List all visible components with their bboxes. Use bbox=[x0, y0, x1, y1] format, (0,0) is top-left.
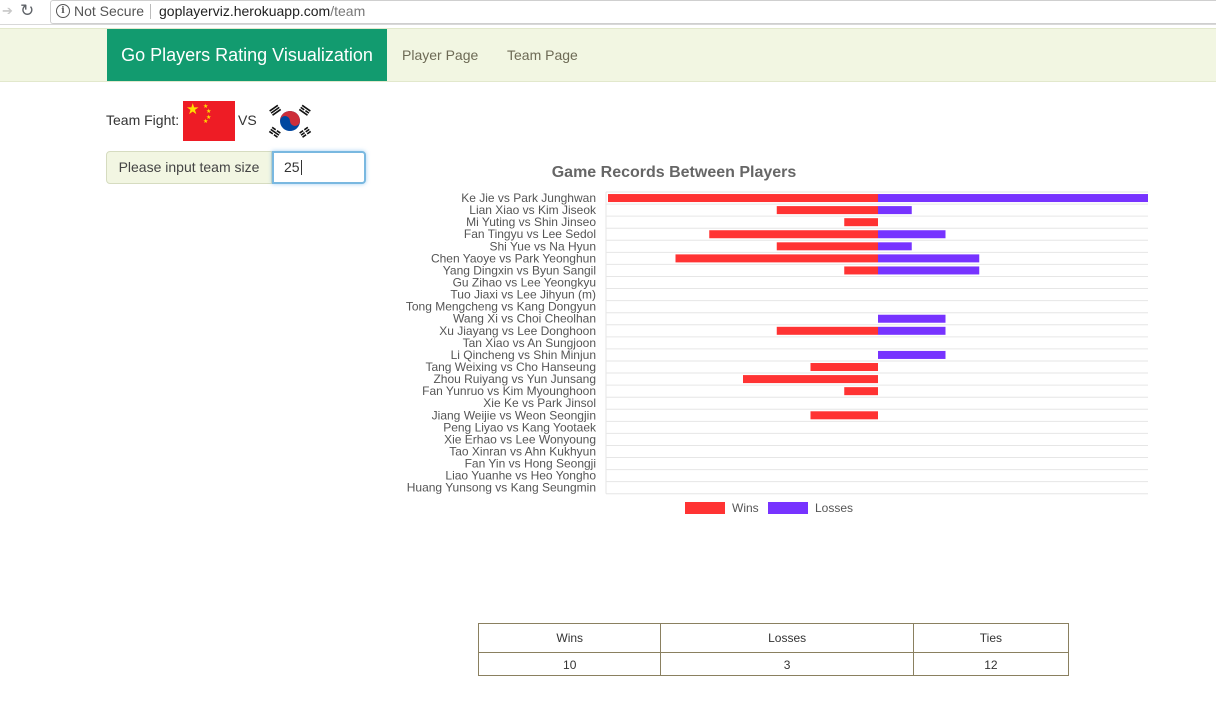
url-host: goplayerviz.herokuapp.com bbox=[159, 3, 331, 19]
summary-header-ties: Ties bbox=[912, 623, 1070, 653]
category-label: Tuo Jiaxi vs Lee Jihyun (m) bbox=[450, 288, 596, 302]
address-divider bbox=[150, 4, 151, 19]
legend-swatch bbox=[685, 502, 725, 514]
category-label: Yang Dingxin vs Byun Sangil bbox=[443, 263, 596, 277]
category-label: Fan Yunruo vs Kim Myounghoon bbox=[422, 384, 596, 398]
category-label: Ke Jie vs Park Junghwan bbox=[461, 191, 596, 205]
summary-value-wins: 10 bbox=[477, 652, 662, 676]
team-fight-label: Team Fight: bbox=[106, 112, 180, 128]
wins-bar bbox=[776, 242, 878, 251]
summary-value-row: 10 3 12 bbox=[477, 652, 1070, 676]
category-label: Gu Zihao vs Lee Yeongkyu bbox=[453, 276, 596, 290]
category-label: Jiang Weijie vs Weon Seongjin bbox=[432, 408, 596, 422]
team-size-label: Please input team size bbox=[106, 151, 272, 184]
security-label: Not Secure bbox=[74, 3, 145, 19]
category-label: Mi Yuting vs Shin Jinseo bbox=[466, 215, 596, 229]
wins-bar bbox=[810, 363, 878, 372]
summary-table: Wins Losses Ties 10 3 12 bbox=[477, 623, 1070, 676]
team-size-input[interactable]: 25 bbox=[272, 151, 366, 184]
losses-bar bbox=[878, 326, 946, 335]
category-label: Tong Mengcheng vs Kang Dongyun bbox=[406, 300, 596, 314]
wins-bar bbox=[776, 326, 878, 335]
category-label: Chen Yaoye vs Park Yeonghun bbox=[431, 251, 596, 265]
legend-label: Losses bbox=[815, 501, 853, 515]
losses-bar bbox=[878, 242, 912, 251]
category-label: Tang Weixing vs Cho Hanseung bbox=[425, 360, 596, 374]
chart-bars bbox=[608, 194, 1148, 420]
text-caret bbox=[300, 160, 302, 175]
address-bar[interactable]: i Not Secure goplayerviz.herokuapp.com/t… bbox=[50, 0, 1216, 24]
legend-swatch bbox=[768, 502, 808, 514]
wins-bar bbox=[810, 411, 878, 420]
chart-legend: Wins Losses bbox=[685, 501, 853, 515]
wins-bar bbox=[844, 266, 878, 275]
wins-bar bbox=[743, 375, 878, 384]
wins-bar bbox=[776, 206, 878, 215]
nav-link-player-page[interactable]: Player Page bbox=[402, 47, 479, 63]
summary-header-losses: Losses bbox=[660, 623, 914, 653]
forward-arrow-icon[interactable]: ➔ bbox=[2, 3, 13, 18]
team-size-value: 25 bbox=[284, 159, 300, 175]
south-korea-flag-icon bbox=[266, 101, 314, 141]
game-records-chart: Game Records Between Players Ke Jie vs P… bbox=[406, 164, 1148, 515]
losses-bar bbox=[878, 194, 1148, 203]
wins-bar bbox=[608, 194, 878, 203]
losses-bar bbox=[878, 230, 946, 239]
info-icon[interactable]: i bbox=[56, 4, 70, 18]
url-path: /team bbox=[330, 3, 366, 19]
summary-header-wins: Wins bbox=[477, 623, 662, 653]
url-text[interactable]: goplayerviz.herokuapp.com/team bbox=[159, 3, 365, 19]
vs-label: VS bbox=[238, 112, 257, 128]
category-label: Xie Erhao vs Lee Wonyoung bbox=[444, 432, 596, 446]
category-label: Fan Yin vs Hong Seongji bbox=[465, 457, 596, 471]
category-label: Lian Xiao vs Kim Jiseok bbox=[469, 203, 597, 217]
losses-bar bbox=[878, 266, 980, 275]
team-size-group: Please input team size 25 bbox=[106, 151, 368, 184]
category-label: Li Qincheng vs Shin Minjun bbox=[451, 348, 596, 362]
category-label: Shi Yue vs Na Hyun bbox=[489, 239, 596, 253]
category-label: Tao Xinran vs Ahn Kukhyun bbox=[449, 445, 596, 459]
losses-bar bbox=[878, 350, 946, 359]
category-label: Tan Xiao vs An Sungjoon bbox=[463, 336, 596, 350]
reload-icon[interactable]: ↻ bbox=[20, 1, 35, 20]
wins-bar bbox=[844, 218, 878, 227]
category-label: Liao Yuanhe vs Heo Yongho bbox=[445, 469, 596, 483]
china-flag-icon: ★ ★ ★ ★ ★ bbox=[183, 101, 235, 141]
category-label: Zhou Ruiyang vs Yun Junsang bbox=[433, 372, 596, 386]
category-label: Peng Liyao vs Kang Yootaek bbox=[443, 420, 597, 434]
category-label: Fan Tingyu vs Lee Sedol bbox=[464, 227, 596, 241]
wins-bar bbox=[709, 230, 878, 239]
losses-bar bbox=[878, 254, 980, 263]
category-label: Xu Jiayang vs Lee Donghoon bbox=[439, 324, 596, 338]
navbar: Go Players Rating Visualization Player P… bbox=[0, 28, 1216, 82]
summary-value-ties: 12 bbox=[912, 652, 1070, 676]
category-label: Xie Ke vs Park Jinsol bbox=[483, 396, 596, 410]
navbar-brand[interactable]: Go Players Rating Visualization bbox=[107, 29, 387, 81]
chart-grid bbox=[605, 191, 1148, 495]
browser-toolbar: ➔ ↻ i Not Secure goplayerviz.herokuapp.c… bbox=[0, 0, 1216, 25]
losses-bar bbox=[878, 314, 946, 323]
category-label: Huang Yunsong vs Kang Seungmin bbox=[407, 481, 596, 495]
wins-bar bbox=[675, 254, 878, 263]
losses-bar bbox=[878, 206, 912, 215]
summary-value-losses: 3 bbox=[660, 652, 914, 676]
legend-label: Wins bbox=[732, 501, 759, 515]
wins-bar bbox=[844, 387, 878, 396]
chart-title: Game Records Between Players bbox=[552, 164, 797, 181]
nav-link-team-page[interactable]: Team Page bbox=[507, 47, 578, 63]
summary-header-row: Wins Losses Ties bbox=[477, 623, 1070, 653]
category-label: Wang Xi vs Choi Cheolhan bbox=[453, 312, 596, 326]
